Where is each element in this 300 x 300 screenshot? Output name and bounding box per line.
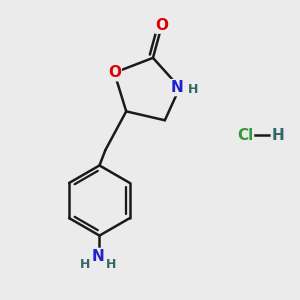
Text: H: H <box>106 258 116 271</box>
Text: H: H <box>80 258 90 271</box>
Text: N: N <box>171 80 184 95</box>
Text: O: O <box>108 65 121 80</box>
Text: N: N <box>92 249 104 264</box>
Text: O: O <box>155 18 168 33</box>
Text: Cl: Cl <box>237 128 253 142</box>
Text: H: H <box>188 82 198 96</box>
Text: H: H <box>272 128 284 142</box>
